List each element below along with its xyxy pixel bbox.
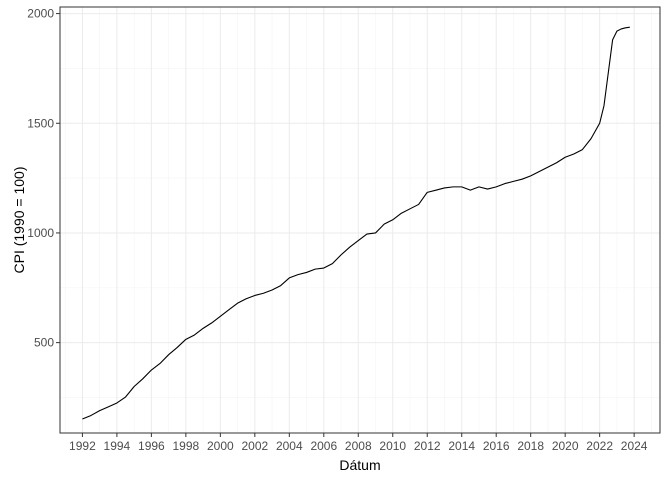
x-tick-label: 1992 <box>69 439 96 453</box>
x-tick-label: 2016 <box>483 439 510 453</box>
x-tick-label: 2020 <box>552 439 579 453</box>
x-tick-label: 1998 <box>173 439 200 453</box>
x-tick-label: 2024 <box>621 439 648 453</box>
y-axis: 500 1000 1500 2000 <box>27 7 60 350</box>
x-tick-label: 2014 <box>448 439 475 453</box>
y-axis-title: CPI (1990 = 100) <box>11 166 27 273</box>
minor-gridlines <box>60 7 660 433</box>
panel-border <box>59 6 661 434</box>
x-tick-label: 2022 <box>586 439 613 453</box>
cpi-series-line <box>82 26 630 420</box>
x-tick-label: 2002 <box>241 439 268 453</box>
x-tick-label: 2006 <box>310 439 337 453</box>
x-tick-label: 1996 <box>138 439 165 453</box>
major-gridlines <box>60 7 660 433</box>
y-tick-label: 500 <box>34 336 54 350</box>
x-axis: 1992 1994 1996 1998 2000 2002 2004 2006 2008 2010… <box>69 433 648 453</box>
y-tick-label: 2000 <box>27 7 54 21</box>
y-tick-label: 1500 <box>27 116 54 130</box>
y-tick-label: 1000 <box>27 226 54 240</box>
x-tick-label: 2004 <box>276 439 303 453</box>
x-axis-title: Dátum <box>339 457 380 473</box>
x-tick-label: 2000 <box>207 439 234 453</box>
x-tick-label: 2008 <box>345 439 372 453</box>
x-tick-label: 2012 <box>414 439 441 453</box>
x-tick-label: 1994 <box>104 439 131 453</box>
x-tick-label: 2018 <box>517 439 544 453</box>
x-tick-label: 2010 <box>379 439 406 453</box>
